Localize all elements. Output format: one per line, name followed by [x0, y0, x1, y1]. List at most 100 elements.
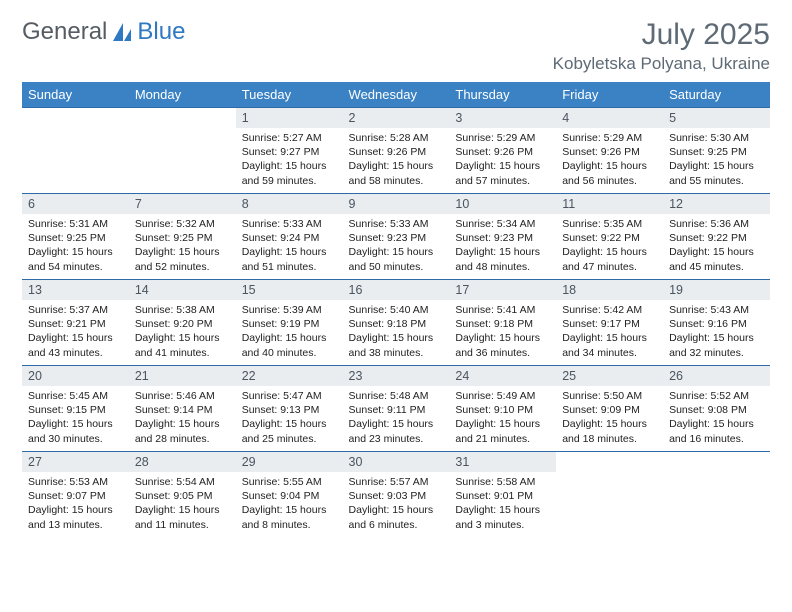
calendar-table: SundayMondayTuesdayWednesdayThursdayFrid… [22, 82, 770, 538]
day-number: 15 [236, 280, 343, 300]
day-body: Sunrise: 5:38 AMSunset: 9:20 PMDaylight:… [129, 300, 236, 364]
day-body: Sunrise: 5:46 AMSunset: 9:14 PMDaylight:… [129, 386, 236, 450]
day-number: 25 [556, 366, 663, 386]
day-body: Sunrise: 5:33 AMSunset: 9:23 PMDaylight:… [343, 214, 450, 278]
week-row: 27Sunrise: 5:53 AMSunset: 9:07 PMDayligh… [22, 452, 770, 538]
day-cell: 26Sunrise: 5:52 AMSunset: 9:08 PMDayligh… [663, 366, 770, 452]
calendar-head: SundayMondayTuesdayWednesdayThursdayFrid… [22, 82, 770, 108]
day-cell: 28Sunrise: 5:54 AMSunset: 9:05 PMDayligh… [129, 452, 236, 538]
day-number: 28 [129, 452, 236, 472]
day-number: 6 [22, 194, 129, 214]
brand-part2: Blue [137, 18, 185, 46]
day-body: Sunrise: 5:34 AMSunset: 9:23 PMDaylight:… [449, 214, 556, 278]
week-row: 20Sunrise: 5:45 AMSunset: 9:15 PMDayligh… [22, 366, 770, 452]
day-cell: 14Sunrise: 5:38 AMSunset: 9:20 PMDayligh… [129, 280, 236, 366]
day-body: Sunrise: 5:35 AMSunset: 9:22 PMDaylight:… [556, 214, 663, 278]
day-cell: 4Sunrise: 5:29 AMSunset: 9:26 PMDaylight… [556, 108, 663, 194]
day-body: Sunrise: 5:40 AMSunset: 9:18 PMDaylight:… [343, 300, 450, 364]
day-body: Sunrise: 5:29 AMSunset: 9:26 PMDaylight:… [556, 128, 663, 192]
day-number: 1 [236, 108, 343, 128]
day-number: 2 [343, 108, 450, 128]
month-title: July 2025 [553, 18, 770, 52]
day-body: Sunrise: 5:37 AMSunset: 9:21 PMDaylight:… [22, 300, 129, 364]
day-body: Sunrise: 5:39 AMSunset: 9:19 PMDaylight:… [236, 300, 343, 364]
day-header: Wednesday [343, 82, 450, 108]
day-number: 9 [343, 194, 450, 214]
day-body: Sunrise: 5:54 AMSunset: 9:05 PMDaylight:… [129, 472, 236, 536]
day-cell: 17Sunrise: 5:41 AMSunset: 9:18 PMDayligh… [449, 280, 556, 366]
day-cell: 23Sunrise: 5:48 AMSunset: 9:11 PMDayligh… [343, 366, 450, 452]
day-cell: .. [663, 452, 770, 538]
day-cell: 10Sunrise: 5:34 AMSunset: 9:23 PMDayligh… [449, 194, 556, 280]
day-body: Sunrise: 5:48 AMSunset: 9:11 PMDaylight:… [343, 386, 450, 450]
day-number: 26 [663, 366, 770, 386]
day-body: Sunrise: 5:50 AMSunset: 9:09 PMDaylight:… [556, 386, 663, 450]
header-row: General Blue July 2025 Kobyletska Polyan… [22, 18, 770, 74]
day-number: 16 [343, 280, 450, 300]
day-number: 31 [449, 452, 556, 472]
day-cell: 30Sunrise: 5:57 AMSunset: 9:03 PMDayligh… [343, 452, 450, 538]
day-number: 22 [236, 366, 343, 386]
day-cell: 13Sunrise: 5:37 AMSunset: 9:21 PMDayligh… [22, 280, 129, 366]
day-cell: 22Sunrise: 5:47 AMSunset: 9:13 PMDayligh… [236, 366, 343, 452]
day-cell: 12Sunrise: 5:36 AMSunset: 9:22 PMDayligh… [663, 194, 770, 280]
day-number: 4 [556, 108, 663, 128]
day-number: 3 [449, 108, 556, 128]
day-cell: 25Sunrise: 5:50 AMSunset: 9:09 PMDayligh… [556, 366, 663, 452]
day-header: Thursday [449, 82, 556, 108]
day-body: Sunrise: 5:47 AMSunset: 9:13 PMDaylight:… [236, 386, 343, 450]
day-body: Sunrise: 5:55 AMSunset: 9:04 PMDaylight:… [236, 472, 343, 536]
day-body: Sunrise: 5:27 AMSunset: 9:27 PMDaylight:… [236, 128, 343, 192]
day-number: 23 [343, 366, 450, 386]
day-number: 24 [449, 366, 556, 386]
brand-logo: General Blue [22, 18, 185, 46]
day-body: Sunrise: 5:53 AMSunset: 9:07 PMDaylight:… [22, 472, 129, 536]
week-row: ....1Sunrise: 5:27 AMSunset: 9:27 PMDayl… [22, 108, 770, 194]
day-body: Sunrise: 5:41 AMSunset: 9:18 PMDaylight:… [449, 300, 556, 364]
week-row: 13Sunrise: 5:37 AMSunset: 9:21 PMDayligh… [22, 280, 770, 366]
day-cell: 19Sunrise: 5:43 AMSunset: 9:16 PMDayligh… [663, 280, 770, 366]
day-cell: 27Sunrise: 5:53 AMSunset: 9:07 PMDayligh… [22, 452, 129, 538]
day-body: Sunrise: 5:29 AMSunset: 9:26 PMDaylight:… [449, 128, 556, 192]
day-body: Sunrise: 5:43 AMSunset: 9:16 PMDaylight:… [663, 300, 770, 364]
day-number: 13 [22, 280, 129, 300]
day-header: Monday [129, 82, 236, 108]
day-cell: 3Sunrise: 5:29 AMSunset: 9:26 PMDaylight… [449, 108, 556, 194]
sail-icon [111, 21, 133, 43]
title-block: July 2025 Kobyletska Polyana, Ukraine [553, 18, 770, 74]
day-cell: .. [129, 108, 236, 194]
day-number: 8 [236, 194, 343, 214]
day-number: 19 [663, 280, 770, 300]
day-body: Sunrise: 5:31 AMSunset: 9:25 PMDaylight:… [22, 214, 129, 278]
day-body: Sunrise: 5:36 AMSunset: 9:22 PMDaylight:… [663, 214, 770, 278]
day-cell: 31Sunrise: 5:58 AMSunset: 9:01 PMDayligh… [449, 452, 556, 538]
day-cell: 1Sunrise: 5:27 AMSunset: 9:27 PMDaylight… [236, 108, 343, 194]
day-header: Tuesday [236, 82, 343, 108]
day-cell: 15Sunrise: 5:39 AMSunset: 9:19 PMDayligh… [236, 280, 343, 366]
week-row: 6Sunrise: 5:31 AMSunset: 9:25 PMDaylight… [22, 194, 770, 280]
day-header: Saturday [663, 82, 770, 108]
day-cell: 20Sunrise: 5:45 AMSunset: 9:15 PMDayligh… [22, 366, 129, 452]
day-body: Sunrise: 5:30 AMSunset: 9:25 PMDaylight:… [663, 128, 770, 192]
day-header: Friday [556, 82, 663, 108]
day-body: Sunrise: 5:49 AMSunset: 9:10 PMDaylight:… [449, 386, 556, 450]
day-cell: 2Sunrise: 5:28 AMSunset: 9:26 PMDaylight… [343, 108, 450, 194]
day-cell: 21Sunrise: 5:46 AMSunset: 9:14 PMDayligh… [129, 366, 236, 452]
day-number: 20 [22, 366, 129, 386]
calendar-body: ....1Sunrise: 5:27 AMSunset: 9:27 PMDayl… [22, 108, 770, 538]
day-number: 10 [449, 194, 556, 214]
day-body: Sunrise: 5:57 AMSunset: 9:03 PMDaylight:… [343, 472, 450, 536]
location-label: Kobyletska Polyana, Ukraine [553, 54, 770, 74]
day-cell: 8Sunrise: 5:33 AMSunset: 9:24 PMDaylight… [236, 194, 343, 280]
day-number: 11 [556, 194, 663, 214]
day-number: 18 [556, 280, 663, 300]
day-body: Sunrise: 5:28 AMSunset: 9:26 PMDaylight:… [343, 128, 450, 192]
day-number: 5 [663, 108, 770, 128]
brand-part1: General [22, 18, 107, 46]
day-cell: 24Sunrise: 5:49 AMSunset: 9:10 PMDayligh… [449, 366, 556, 452]
day-body: Sunrise: 5:33 AMSunset: 9:24 PMDaylight:… [236, 214, 343, 278]
day-body: Sunrise: 5:32 AMSunset: 9:25 PMDaylight:… [129, 214, 236, 278]
day-cell: 9Sunrise: 5:33 AMSunset: 9:23 PMDaylight… [343, 194, 450, 280]
day-cell: .. [556, 452, 663, 538]
day-number: 12 [663, 194, 770, 214]
